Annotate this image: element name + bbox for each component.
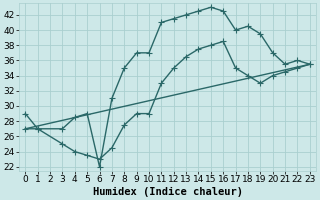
X-axis label: Humidex (Indice chaleur): Humidex (Indice chaleur)	[92, 186, 243, 197]
